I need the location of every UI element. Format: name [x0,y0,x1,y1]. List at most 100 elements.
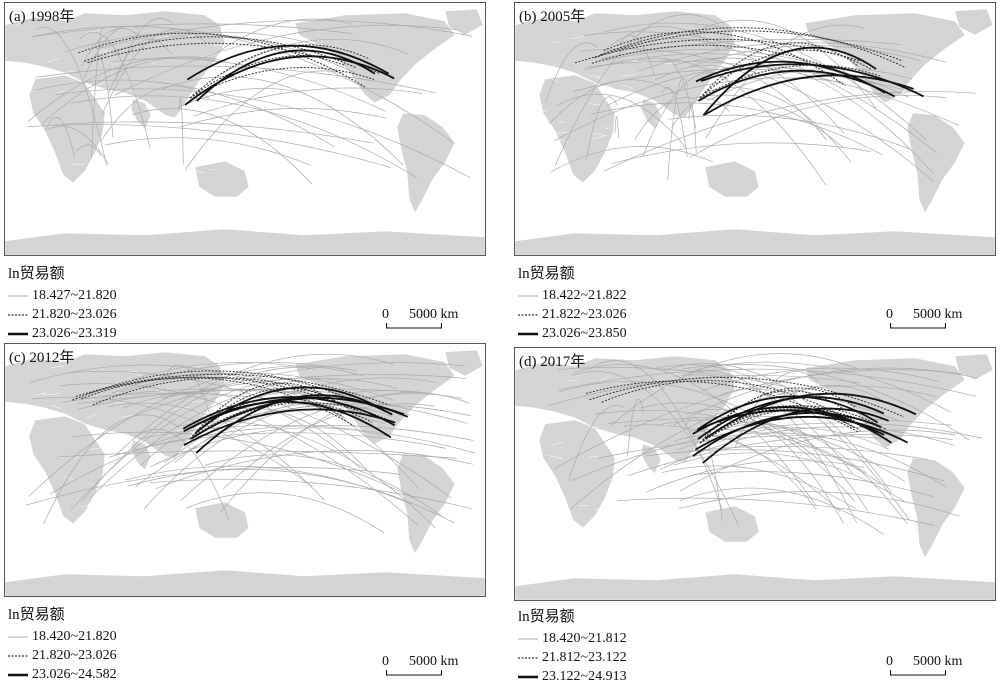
trade-flow-thin [185,492,385,534]
antarctica-landmass [5,569,485,596]
trade-flow-thin [701,19,877,109]
country-border [551,79,561,83]
country-border [669,373,679,376]
country-border [155,389,168,394]
scale-line [890,323,946,329]
country-border [589,103,601,106]
trade-flow-thin [55,121,374,144]
dashed-line-icon [8,313,28,316]
thick-line-icon [518,675,538,678]
country-border [608,477,617,483]
trade-flow-thin [574,364,817,507]
trade-flow-thin [177,88,306,108]
trade-flow-thin [696,94,844,148]
legend-label: 21.822~23.026 [542,306,627,322]
greenland-landmass [954,353,994,381]
legend-item-thick: 23.026~24.582 [8,665,117,684]
trade-flow-thin [161,76,404,166]
country-border [540,477,551,480]
trade-flow-thin [584,31,937,154]
trade-flow-thick [694,416,909,451]
legend: ln贸易额 18.420~21.812 21.812~23.122 23.122… [518,605,627,686]
trade-flows [544,14,977,186]
europe-landmass [515,355,736,464]
legend-item-dashed: 21.812~23.122 [518,648,627,667]
trade-flow-thin [604,22,928,142]
trade-flow-thin [135,390,425,487]
trade-flow-thin [132,362,466,417]
country-border [619,515,632,519]
country-border [67,70,76,73]
scale-label: 5000 km [913,654,963,669]
land-layer [515,353,995,600]
legend-label: 18.420~21.812 [542,630,627,646]
country-border [635,129,644,131]
trade-flow-thin [689,65,827,141]
country-border [526,169,539,175]
scale-zero: 0 [382,654,389,669]
trade-flow-thin [47,125,109,165]
country-border [653,153,664,159]
legend-label: 23.026~23.850 [542,325,627,341]
trade-flow-thin [193,87,423,117]
trade-flow-thin [184,70,345,171]
map-frame: (a) 1998年 [4,2,486,256]
world-map [5,8,485,255]
legend: ln贸易额 18.427~21.820 21.820~23.026 23.026… [8,262,117,343]
trade-flow-thick [183,408,396,446]
trade-flow-thin [27,56,219,122]
thick-line-icon [8,673,28,676]
trade-flow-thin [59,383,419,526]
trade-flow-thin [78,31,151,149]
country-border [547,455,563,459]
country-border [117,158,129,161]
trade-flow-thick [692,412,882,457]
trade-flow-thin [220,392,470,513]
legend-label: 21.812~23.122 [542,649,627,665]
trade-flow-thin [705,24,865,139]
legend-label: 18.427~21.820 [32,287,117,303]
trade-flow-thin [612,142,871,164]
trade-flow-dashed [72,370,355,402]
trade-flow-thin [638,58,826,186]
country-border [79,503,95,508]
country-border [31,170,44,176]
dashed-line-icon [518,313,538,316]
trade-flow-thin [180,108,387,128]
trade-flow-thick [696,395,879,431]
trade-flow-thick [195,386,386,434]
thin-line-icon [8,295,28,296]
map-frame: (b) 2005年 [514,2,996,256]
country-border [534,514,550,518]
panel-title: (c) 2012年 [9,350,75,366]
legend-title: ln贸易额 [8,266,65,282]
trade-flow-thin [550,146,714,173]
country-border [97,27,114,30]
trade-flow-thin [663,363,892,494]
land-layer [515,8,995,255]
scale-label: 5000 km [913,307,963,322]
country-border [228,363,243,368]
country-border [165,117,177,123]
scale-line [386,670,442,676]
trade-flow-thin [77,388,422,405]
scale-label: 5000 km [409,307,459,322]
trade-flow-thin [659,59,697,129]
trade-flow-thick [190,397,409,440]
antarctica-landmass [515,573,995,600]
legend-label: 18.422~21.822 [542,287,627,303]
trade-flow-thin [544,42,598,103]
country-border [110,514,124,517]
trade-flow-dashed [189,44,371,99]
country-border [543,151,558,157]
greenland-landmass [444,8,484,36]
trade-flow-thin [655,419,905,482]
country-border [653,386,668,391]
trade-flow-thick [702,46,877,116]
trade-flow-thin [568,405,626,481]
dashed-line-icon [8,654,28,657]
country-border [71,163,84,165]
trade-flow-dashed [84,36,358,69]
country-border [570,36,584,40]
country-border [696,117,706,122]
